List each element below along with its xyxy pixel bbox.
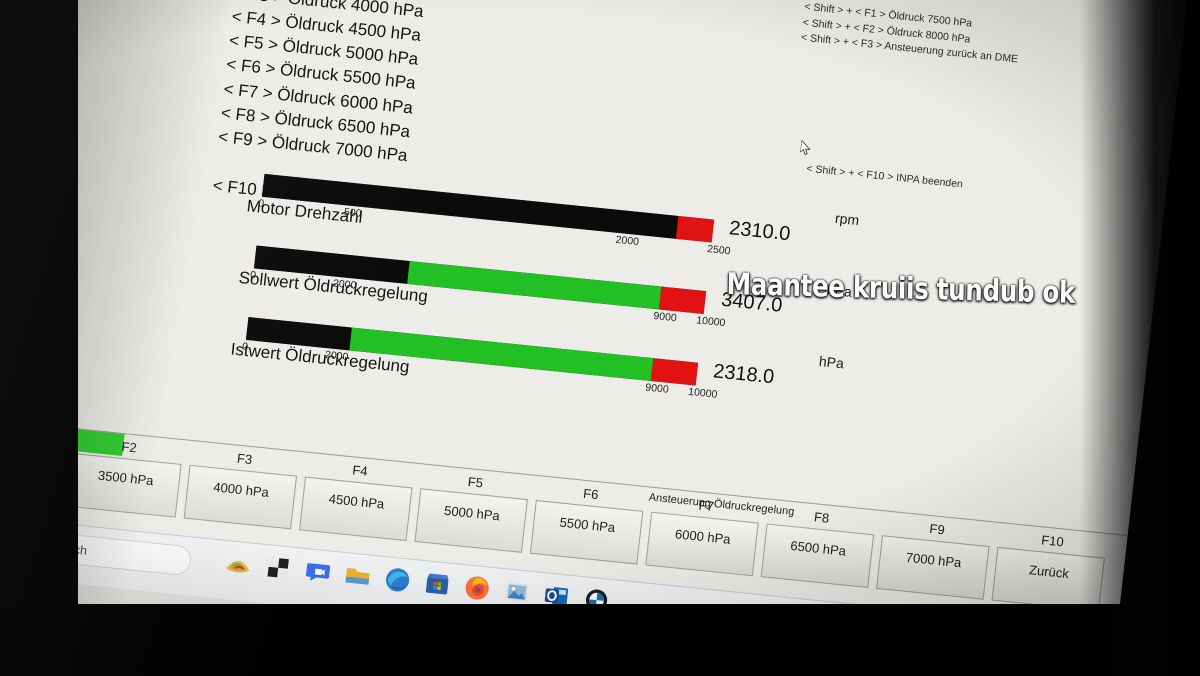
gauge-tick-mid: 500: [343, 206, 363, 220]
gauge-tick-max: 2500: [706, 243, 732, 258]
folder-icon[interactable]: [343, 561, 373, 591]
fkey-label: F2: [120, 438, 138, 456]
taco-icon[interactable]: [223, 549, 253, 579]
fkey-button-f6[interactable]: F6 5500 hPa: [529, 486, 644, 565]
gauge-tick-min: 0: [249, 269, 257, 282]
gauge-tick-hi: 9000: [652, 309, 678, 325]
fkey-button-f7[interactable]: F7 6000 hPa: [645, 498, 759, 577]
gauge-tick-mid: 2000: [324, 348, 349, 364]
quit-hint: < Shift > + < F10 > INPA beenden: [805, 162, 964, 191]
gauge-tick-max: 10000: [687, 385, 718, 401]
gauge-tick-min: 0: [257, 197, 265, 210]
gauge-tick-mid: 2000: [332, 277, 357, 292]
fkey-button-f9[interactable]: F9 7000 hPa: [876, 521, 990, 600]
gauge-unit: hPa: [818, 352, 845, 372]
fkey-button-f8[interactable]: F8 6500 hPa: [760, 509, 875, 589]
file-explorer-icon[interactable]: [263, 553, 293, 583]
fkey-value: 6000 hPa: [674, 526, 732, 547]
dark-surround-left: [0, 0, 78, 676]
dark-surround-right: [1080, 0, 1200, 676]
fkey-label: F9: [928, 520, 946, 538]
mouse-cursor-icon: [799, 140, 811, 155]
fkey-label: F4: [351, 462, 369, 479]
fkey-value: 3500 hPa: [97, 467, 155, 489]
fkey-label: F5: [467, 474, 484, 491]
gauge-unit: rpm: [834, 209, 861, 229]
fkey-button-f5[interactable]: F5 5000 hPa: [414, 474, 528, 553]
fkey-value: 7000 hPa: [905, 549, 963, 571]
gauge-tick-hi: 9000: [644, 381, 670, 396]
fkey-label: F8: [813, 509, 831, 526]
edge-icon[interactable]: [383, 565, 413, 595]
inpa-application-window: Öldruck > 2000 hPa UND Drehzahl > 500 1/…: [0, 0, 1191, 632]
gauge-value: 2318.0: [712, 360, 776, 389]
shift-key-list: < Shift > + < F1 > Öldruck 7500 hPa < Sh…: [800, 0, 1022, 68]
gauge-tick-max: 10000: [695, 314, 727, 330]
fkey-button-f3[interactable]: F3 4000 hPa: [183, 451, 298, 530]
fkey-value: 6500 hPa: [789, 538, 847, 559]
fkey-label: F3: [236, 450, 253, 468]
gauge-tick-min: 0: [241, 340, 249, 354]
fkey-button-f2[interactable]: F2 3500 hPa: [68, 439, 182, 518]
fkey-value: 5000 hPa: [443, 502, 501, 524]
fkey-value: 4000 hPa: [212, 479, 270, 500]
fkey-value: 5500 hPa: [558, 514, 616, 536]
gauge-zone-red-high: [650, 358, 699, 386]
photos-icon[interactable]: [502, 577, 532, 607]
gauge-tick-hi: 2000: [615, 233, 640, 249]
fkey-label: F6: [582, 485, 600, 503]
firefox-icon[interactable]: [462, 573, 492, 603]
gauge-value: 2310.0: [728, 217, 792, 246]
dark-surround-bottom: [0, 604, 1200, 676]
fkey-button-f4[interactable]: F4 4500 hPa: [299, 462, 413, 542]
fkey-value: 4500 hPa: [328, 491, 386, 512]
chat-icon[interactable]: [303, 557, 333, 587]
gauge-zone-red-high: [658, 286, 707, 315]
microsoft-store-icon[interactable]: [422, 569, 452, 599]
